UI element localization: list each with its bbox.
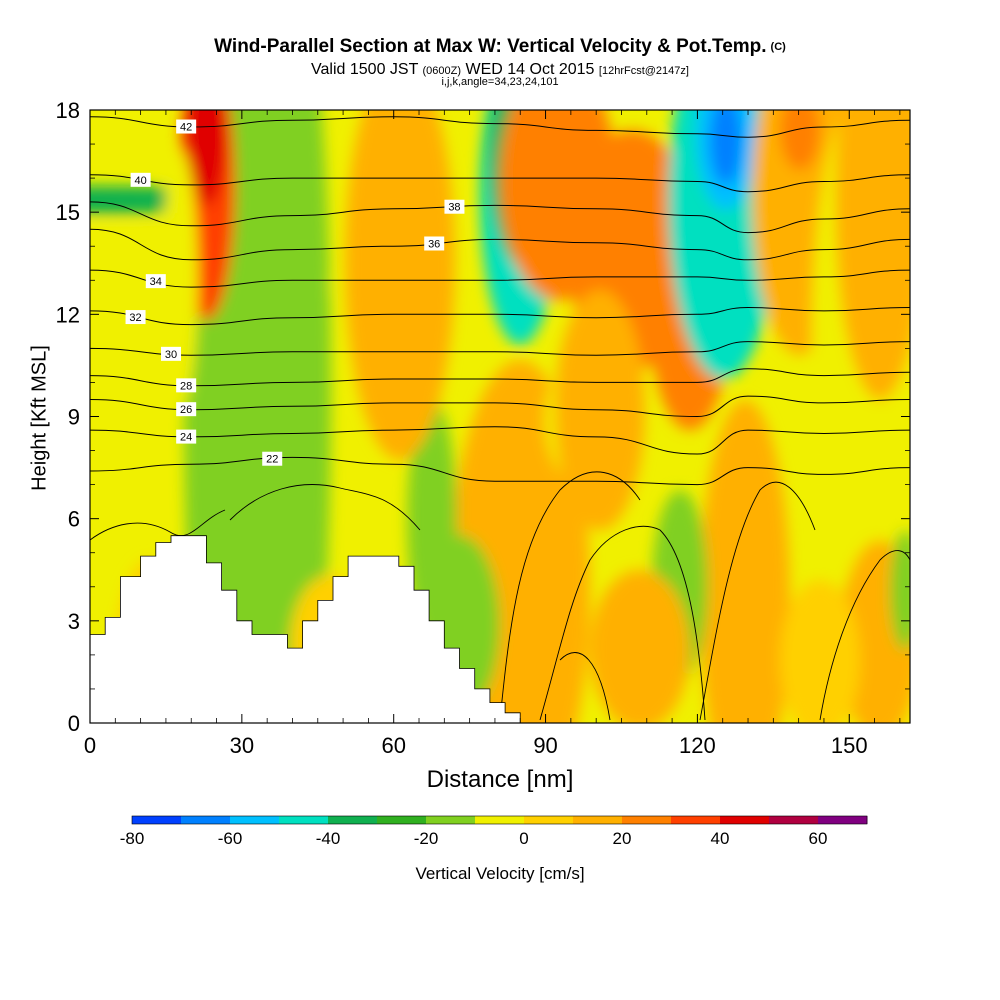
contour-label-24: 24 bbox=[180, 432, 192, 444]
contour-label-bg bbox=[160, 346, 181, 361]
y-axis-label: Height [Kft MSL] bbox=[28, 345, 51, 491]
chart-title: Wind-Parallel Section at Max W: Vertical… bbox=[214, 36, 786, 57]
colorbar-tick-label: 60 bbox=[809, 829, 828, 848]
isentrope-28 bbox=[90, 368, 910, 387]
colorbar-swatch bbox=[377, 816, 427, 824]
isentrope-26 bbox=[90, 395, 910, 418]
y-tick-label: 6 bbox=[68, 507, 80, 532]
colorbar: -80 -60 -40 -20 0 20 40 60 bbox=[120, 815, 868, 848]
colorbar-tick-label: -60 bbox=[218, 829, 243, 848]
colorbar-swatch bbox=[524, 816, 574, 824]
colorbar-swatch bbox=[475, 816, 525, 824]
colorbar-tick-label: -40 bbox=[316, 829, 341, 848]
x-tick-label: 60 bbox=[381, 733, 405, 758]
isentrope-42 bbox=[90, 116, 910, 138]
colorbar-swatch bbox=[573, 816, 623, 824]
isentrope-36 bbox=[90, 228, 910, 261]
y-tick-label: 0 bbox=[68, 711, 80, 736]
contour-label-bg bbox=[176, 119, 197, 134]
isentrope-30 bbox=[90, 341, 910, 356]
contour-label-38: 38 bbox=[448, 202, 460, 214]
colorbar-label: Vertical Velocity [cm/s] bbox=[415, 864, 585, 883]
colorbar-frame bbox=[131, 815, 868, 825]
colorbar-swatch bbox=[328, 816, 378, 824]
contour-label-40: 40 bbox=[134, 175, 146, 187]
isentrope-34 bbox=[90, 269, 910, 288]
x-tick-label: 30 bbox=[230, 733, 254, 758]
x-tick-label: 90 bbox=[533, 733, 557, 758]
isentrope-40 bbox=[90, 174, 910, 193]
chart-subtitle: Valid 1500 JST (0600Z) WED 14 Oct 2015 [… bbox=[311, 61, 689, 78]
colorbar-swatch bbox=[769, 816, 819, 824]
terrain bbox=[89, 535, 521, 724]
contour-label-bg bbox=[262, 451, 283, 466]
contour-label-bg bbox=[176, 378, 197, 393]
isentrope-32 bbox=[90, 306, 910, 326]
colorbar-swatch bbox=[671, 816, 721, 824]
isentrope-38 bbox=[90, 201, 910, 234]
colorbar-tick-label: -80 bbox=[120, 829, 145, 848]
y-tick-label: 18 bbox=[56, 98, 80, 123]
copyright-mark: (C) bbox=[770, 41, 786, 53]
contour-label-bg bbox=[130, 172, 151, 187]
contour-labels: 42 40 38 36 34 32 30 28 26 24 22 bbox=[125, 119, 465, 466]
y-tick-label: 15 bbox=[56, 200, 80, 225]
colorbar-swatch bbox=[279, 816, 329, 824]
contour-label-bg bbox=[125, 310, 146, 325]
surface-theta-contours bbox=[90, 471, 910, 721]
colorbar-swatch bbox=[720, 816, 770, 824]
colorbar-swatch bbox=[181, 816, 231, 824]
x-tick-label: 150 bbox=[831, 733, 868, 758]
y-tick-label: 12 bbox=[56, 302, 80, 327]
contour-label-bg bbox=[145, 274, 166, 289]
x-tick-label: 120 bbox=[679, 733, 716, 758]
contour-label-30: 30 bbox=[165, 349, 177, 361]
contour-label-26: 26 bbox=[180, 404, 192, 416]
contour-label-bg bbox=[176, 429, 197, 444]
contour-label-bg bbox=[176, 402, 197, 417]
x-tick-label: 0 bbox=[84, 733, 96, 758]
colorbar-swatch bbox=[622, 816, 672, 824]
colorbar-swatch bbox=[426, 816, 476, 824]
contour-label-bg bbox=[444, 199, 465, 214]
potential-temperature-contours bbox=[90, 116, 910, 486]
x-axis-label: Distance [nm] bbox=[426, 766, 574, 793]
contour-label-42: 42 bbox=[180, 122, 192, 134]
contour-label-28: 28 bbox=[180, 380, 192, 392]
contour-label-34: 34 bbox=[150, 276, 162, 288]
colorbar-tick-label: -20 bbox=[414, 829, 439, 848]
contour-label-36: 36 bbox=[428, 238, 440, 250]
colorbar-tick-label: 20 bbox=[613, 829, 632, 848]
colorbar-swatch bbox=[230, 816, 280, 824]
contour-label-22: 22 bbox=[266, 454, 278, 466]
y-tick-label: 3 bbox=[68, 609, 80, 634]
isentrope-22 bbox=[90, 456, 910, 486]
y-tick-label: 9 bbox=[68, 405, 80, 430]
chart-params: i,j,k,angle=34,23,24,101 bbox=[441, 76, 559, 88]
contour-label-32: 32 bbox=[129, 312, 141, 324]
contour-label-bg bbox=[424, 236, 445, 251]
colorbar-swatch bbox=[132, 816, 182, 824]
colorbar-tick-label: 0 bbox=[519, 829, 528, 848]
colorbar-swatch bbox=[818, 816, 868, 824]
isentrope-24 bbox=[90, 426, 910, 455]
colorbar-tick-label: 40 bbox=[711, 829, 730, 848]
